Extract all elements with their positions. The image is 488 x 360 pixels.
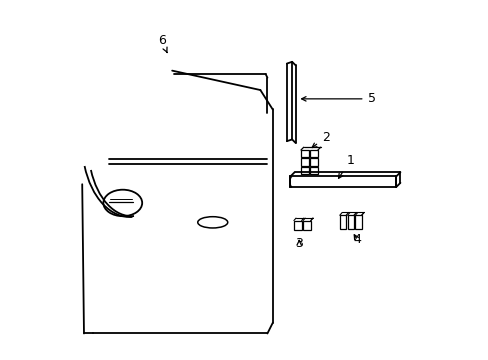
Bar (309, 150, 317, 157)
Bar (355, 215, 361, 229)
Bar (347, 215, 353, 229)
Text: 6: 6 (157, 34, 167, 53)
Text: 5: 5 (301, 93, 375, 105)
Bar (300, 150, 308, 157)
Bar (293, 221, 301, 230)
Bar (309, 167, 317, 174)
Bar (309, 158, 317, 166)
Bar (303, 221, 310, 230)
Bar (339, 215, 346, 229)
Text: 1: 1 (338, 154, 353, 178)
Bar (300, 167, 308, 174)
Text: 4: 4 (353, 234, 361, 247)
Text: 2: 2 (311, 131, 329, 148)
Text: 3: 3 (295, 237, 303, 250)
Bar (300, 158, 308, 166)
